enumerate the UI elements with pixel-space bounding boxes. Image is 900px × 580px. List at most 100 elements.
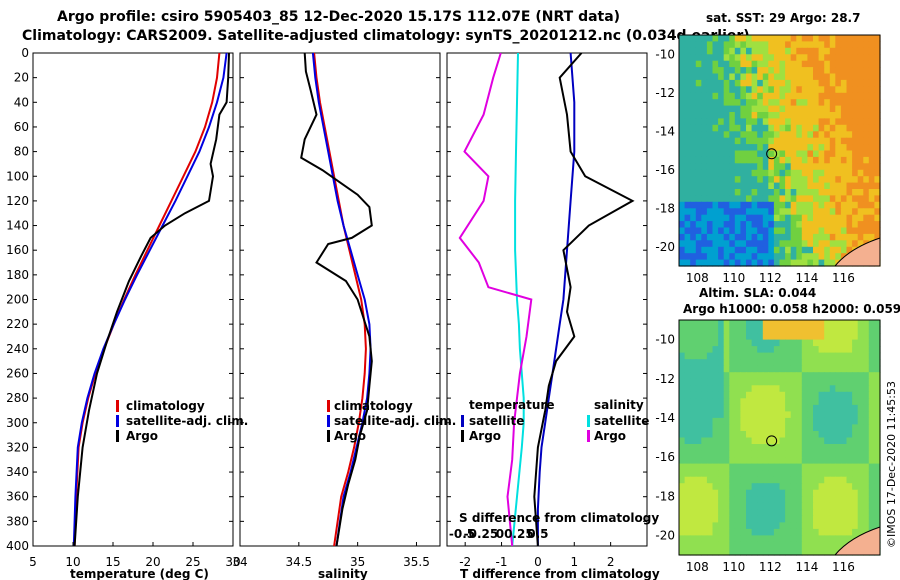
map-cell: [712, 476, 719, 484]
map-cell: [790, 118, 797, 126]
map-cell: [846, 41, 853, 49]
map-cell: [829, 320, 836, 328]
map-cell: [852, 233, 859, 241]
y-tick-label: 80: [14, 145, 29, 159]
map-cell: [840, 54, 848, 62]
map-cell: [835, 470, 842, 478]
map-cell: [746, 535, 753, 543]
map-cell: [746, 417, 753, 425]
map-cell: [829, 483, 836, 491]
map-cell: [679, 541, 686, 549]
map-cell: [740, 233, 747, 241]
map-cell: [796, 463, 803, 471]
map-cell: [840, 378, 848, 386]
map-cell: [813, 457, 820, 465]
map-cell: [706, 437, 714, 445]
map-cell: [684, 105, 691, 113]
map-cell: [740, 365, 747, 373]
map-cell: [734, 86, 741, 94]
map-cell: [701, 41, 708, 49]
map-cell: [762, 150, 769, 158]
map-cell: [818, 124, 825, 132]
legend-salinity-heading: salinity: [594, 398, 644, 412]
map-cell: [779, 398, 786, 406]
map-cell: [863, 398, 870, 406]
map-cell: [785, 144, 792, 152]
map-cell: [701, 67, 708, 75]
map-cell: [829, 214, 836, 222]
map-cell: [695, 189, 702, 196]
map-cell: [824, 195, 831, 203]
map-cell: [690, 541, 697, 549]
map-cell: [835, 131, 842, 139]
map-cell: [807, 221, 814, 229]
map-cell: [734, 92, 741, 100]
y-tick-label: 0: [21, 46, 29, 60]
map-cell: [701, 339, 708, 347]
map-cell: [701, 372, 708, 380]
map-cell: [807, 398, 814, 406]
map-cell: [846, 92, 853, 100]
map-cell: [852, 320, 859, 328]
map-cell: [824, 326, 831, 334]
map-cell: [857, 437, 864, 445]
map-cell: [840, 483, 848, 491]
map-cell: [684, 227, 691, 235]
map-cell: [729, 457, 736, 465]
map-cell: [762, 118, 769, 126]
map-cell: [807, 189, 814, 196]
map-cell: [846, 176, 853, 184]
map-cell: [846, 189, 853, 196]
map-cell: [712, 502, 719, 510]
map-cell: [734, 150, 741, 158]
map-cell: [790, 515, 797, 523]
map-cell: [796, 169, 803, 177]
map-cell: [813, 359, 820, 367]
map-cell: [773, 105, 781, 113]
map-cell: [757, 483, 764, 491]
map-cell: [807, 476, 814, 484]
map-cell: [807, 112, 814, 119]
map-cell: [723, 391, 730, 399]
map-cell: [762, 372, 769, 380]
map-cell: [824, 112, 831, 119]
map-cell: [840, 176, 848, 184]
map-cell: [807, 450, 814, 458]
map-cell: [695, 457, 702, 465]
map-cell: [757, 233, 764, 241]
map-cell: [723, 118, 730, 126]
map-cell: [690, 41, 697, 49]
map-cell: [852, 365, 859, 373]
map-cell: [852, 131, 859, 139]
map-cell: [690, 528, 697, 536]
map-cell: [801, 214, 808, 222]
map-cell: [779, 365, 786, 373]
map-cell: [796, 470, 803, 478]
x-tick-label: 25: [185, 555, 200, 569]
map-cell: [852, 424, 859, 432]
map-cell: [801, 509, 808, 517]
map-cell: [773, 259, 781, 267]
map-cell: [829, 548, 836, 556]
legend-argo: Argo: [334, 429, 366, 443]
map-cell: [701, 326, 708, 334]
map-cell: [852, 182, 859, 190]
map-cell: [785, 105, 792, 113]
map-cell: [718, 470, 725, 478]
map-cell: [701, 253, 708, 261]
map-cell: [807, 176, 814, 184]
map-x-tick-label: 108: [686, 560, 709, 574]
map-cell: [768, 489, 775, 497]
map-cell: [712, 240, 719, 248]
map-cell: [835, 189, 842, 196]
map-cell: [734, 137, 741, 145]
map-cell: [712, 150, 719, 158]
map-cell: [874, 41, 881, 49]
map-cell: [818, 99, 825, 107]
map-cell: [857, 41, 864, 49]
map-cell: [790, 339, 797, 347]
map-cell: [729, 450, 736, 458]
map-cell: [801, 54, 808, 62]
map-cell: [790, 54, 797, 62]
map-cell: [701, 240, 708, 248]
